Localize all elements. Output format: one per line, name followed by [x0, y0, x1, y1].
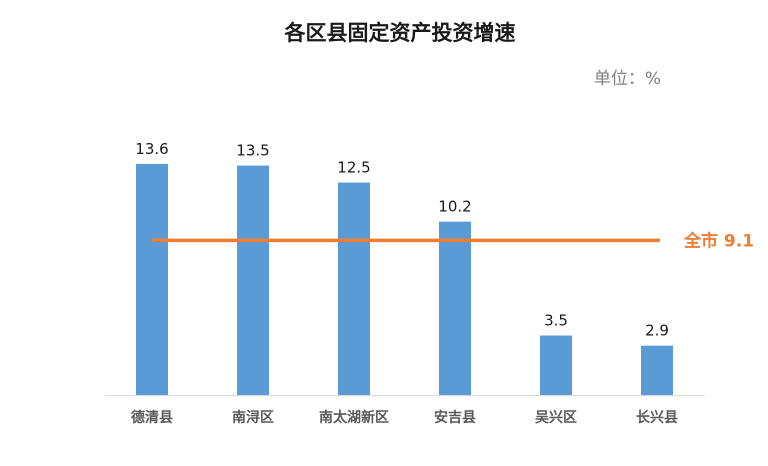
bar-group — [136, 163, 673, 395]
bar-4 — [439, 221, 471, 395]
data-label-5: 3.5 — [544, 312, 568, 330]
category-label-1: 德清县 — [131, 409, 173, 426]
category-label-6: 长兴县 — [636, 409, 678, 426]
category-label-group: 德清县 南浔区 南太湖新区 安吉县 吴兴区 长兴县 — [131, 409, 678, 426]
unit-label: 单位：% — [594, 69, 661, 89]
category-label-2: 南浔区 — [232, 409, 274, 426]
data-label-6: 2.9 — [645, 322, 669, 340]
data-label-3: 12.5 — [337, 159, 370, 177]
bar-2 — [237, 165, 269, 395]
category-label-4: 安吉县 — [434, 409, 476, 426]
data-label-4: 10.2 — [438, 198, 471, 216]
bar-5 — [540, 335, 572, 395]
category-label-3: 南太湖新区 — [319, 409, 389, 426]
bar-6 — [641, 345, 673, 395]
data-label-2: 13.5 — [236, 142, 269, 160]
reference-line-label: 全市 9.1 — [683, 230, 754, 251]
bar-3 — [338, 182, 370, 395]
bar-1 — [136, 163, 168, 395]
data-label-1: 13.6 — [135, 140, 168, 158]
category-label-5: 吴兴区 — [535, 409, 577, 426]
data-label-group: 13.6 13.5 12.5 10.2 3.5 2.9 — [135, 140, 669, 340]
chart-title: 各区县固定资产投资增速 — [284, 21, 516, 45]
